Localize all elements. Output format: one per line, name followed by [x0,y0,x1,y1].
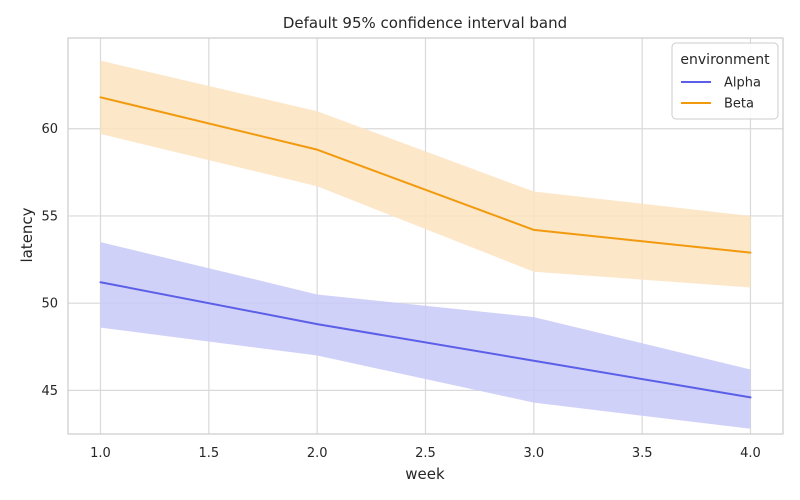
y-tick-label: 60 [41,122,58,137]
legend-title: environment [680,52,770,68]
series-lines [99,96,752,399]
x-tick-label: 3.5 [632,446,653,461]
legend: environment Alpha Beta [671,42,779,120]
series-line-alpha [99,281,752,399]
y-tick-label: 50 [41,297,58,312]
confidence-bands [100,60,751,429]
legend-label-alpha: Alpha [724,76,761,91]
x-tick-label: 4.0 [740,446,761,461]
x-tick-labels: 1.0 1.5 2.0 2.5 3.0 3.5 4.0 [90,446,761,461]
legend-item-alpha: Alpha [681,76,761,91]
series-line-beta [99,96,752,254]
ci-band-beta [100,60,751,288]
x-axis-label: week [405,465,445,483]
legend-label-beta: Beta [724,97,754,112]
legend-items: Alpha Beta [681,76,761,112]
x-tick-label: 2.5 [415,446,436,461]
plot-frame [67,37,784,435]
ci-band-alpha [100,242,751,429]
x-tick-label: 2.0 [307,446,328,461]
y-tick-label: 55 [41,209,58,224]
chart-title: Default 95% confidence interval band [283,14,567,32]
y-tick-label: 45 [41,384,58,399]
y-axis-label: latency [18,207,36,262]
legend-item-beta: Beta [681,97,754,112]
x-tick-label: 1.5 [198,446,219,461]
y-tick-labels: 45 50 55 60 [41,122,58,399]
x-tick-label: 1.0 [90,446,111,461]
legend-box [671,42,779,120]
x-tick-label: 3.0 [523,446,544,461]
